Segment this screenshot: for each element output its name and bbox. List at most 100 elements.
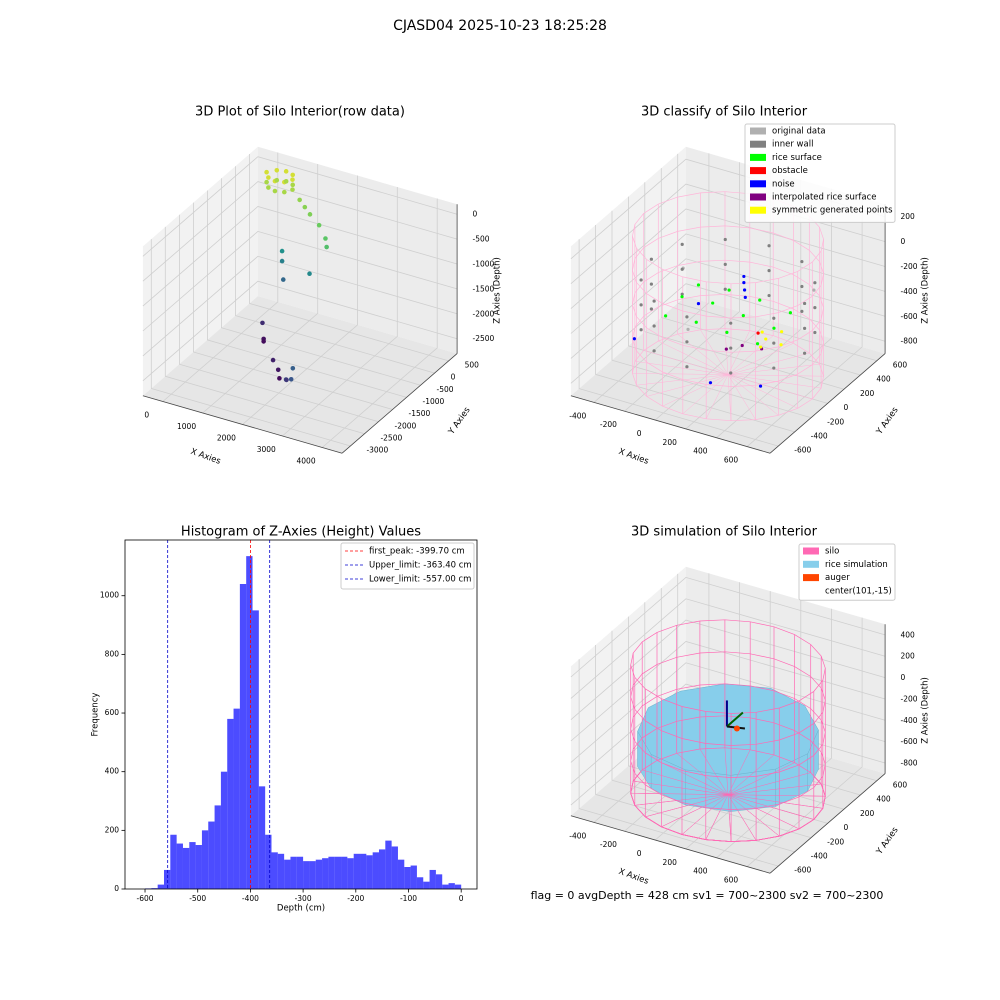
plot-frame (124, 539, 478, 890)
silo-wireframe (642, 769, 729, 795)
wireframe (634, 361, 729, 375)
data-point (788, 311, 792, 315)
grid-line (595, 225, 795, 433)
data-point (323, 236, 328, 241)
data-point (740, 343, 744, 348)
axis-line (570, 395, 771, 454)
x-tick-label: -300 (295, 894, 312, 903)
data-point (680, 295, 684, 299)
y-tick-label: -600 (794, 446, 811, 455)
bar (404, 867, 411, 889)
data-point (307, 271, 312, 277)
legend-swatch (750, 206, 766, 214)
grid-line (164, 226, 365, 435)
status-text: flag = 0 avgDepth = 428 cm sv1 = 700~230… (531, 889, 884, 902)
bar (347, 858, 354, 889)
grid-line (142, 255, 458, 357)
data-point (649, 257, 653, 261)
data-point (767, 244, 771, 248)
z-tick-label: -2000 (472, 309, 494, 318)
pane (142, 146, 258, 396)
legend-swatch (750, 193, 766, 201)
data-point (756, 331, 760, 335)
data-point (743, 295, 747, 300)
data-point (290, 172, 296, 178)
bar (366, 855, 373, 889)
silo-wireframe (727, 794, 800, 830)
wireframe (727, 374, 813, 400)
z-tick-label: -500 (472, 235, 489, 244)
data-point (779, 343, 783, 347)
wireframe (724, 328, 729, 375)
x-tick-label: 400 (693, 447, 708, 456)
data-point (272, 188, 278, 194)
x-axis-label: Depth (cm) (277, 904, 325, 914)
bar (315, 859, 323, 889)
bar (391, 846, 398, 889)
auger (733, 725, 740, 732)
y-tick-label: 200 (860, 809, 875, 818)
z-tick-label: -400 (900, 287, 917, 296)
data-point (649, 307, 653, 311)
legend-label: auger (825, 573, 850, 583)
bar (189, 842, 196, 889)
data-point (686, 327, 690, 331)
grid-line (611, 210, 812, 419)
bar (182, 847, 190, 889)
data-point (260, 320, 265, 326)
bar (208, 821, 215, 889)
y-tick-label: 400 (876, 795, 891, 804)
legend-label: rice simulation (825, 560, 888, 570)
data-point (772, 326, 776, 330)
data-point (297, 197, 302, 203)
wireframe (682, 374, 729, 414)
x-tick-label: -100 (400, 894, 417, 903)
axis-line (142, 395, 343, 454)
data-point (812, 288, 816, 292)
z-tick-label: 200 (900, 652, 915, 661)
silo-wireframe (727, 772, 811, 795)
grid-line (660, 168, 861, 376)
auger-axis (726, 711, 744, 728)
bar (410, 865, 417, 889)
suptitle: CJASD04 2025-10-23 18:25:28 (393, 18, 607, 34)
bar (170, 834, 177, 889)
z-tick-label: -200 (900, 262, 917, 271)
y-tick-label: -500 (437, 385, 454, 394)
z-tick-label: 0 (472, 210, 477, 219)
bar (239, 583, 247, 889)
bar (423, 881, 430, 889)
data-point (680, 292, 684, 296)
data-point (261, 339, 266, 344)
data-point (742, 281, 746, 285)
grid-line (611, 630, 812, 839)
grid-line (570, 598, 886, 699)
grid-line (192, 202, 393, 410)
bar (220, 771, 228, 889)
data-point (685, 340, 689, 344)
bar (454, 884, 462, 889)
data-point (270, 357, 276, 363)
y-tick-label: -200 (827, 837, 844, 846)
data-point (639, 278, 643, 282)
silo-wireframe (699, 748, 729, 795)
bar (309, 861, 316, 889)
chart-title: 3D Plot of Silo Interior(row data) (195, 105, 405, 120)
data-point (803, 351, 807, 355)
x-tick-label: -200 (347, 894, 364, 903)
data-point (759, 345, 763, 349)
data-point (274, 167, 280, 173)
data-point (742, 288, 747, 292)
silo-wireframe (727, 794, 814, 820)
x-tick-label: -400 (242, 894, 259, 903)
chart-title: Histogram of Z-Axies (Height) Values (181, 525, 421, 540)
data-point (632, 337, 637, 341)
data-point (727, 288, 731, 292)
y-tick-label: 600 (893, 360, 908, 369)
bar (397, 859, 405, 889)
bar (163, 869, 171, 889)
data-point (758, 384, 763, 388)
data-point (275, 367, 281, 373)
wireframe (658, 340, 729, 375)
data-point (302, 204, 308, 210)
